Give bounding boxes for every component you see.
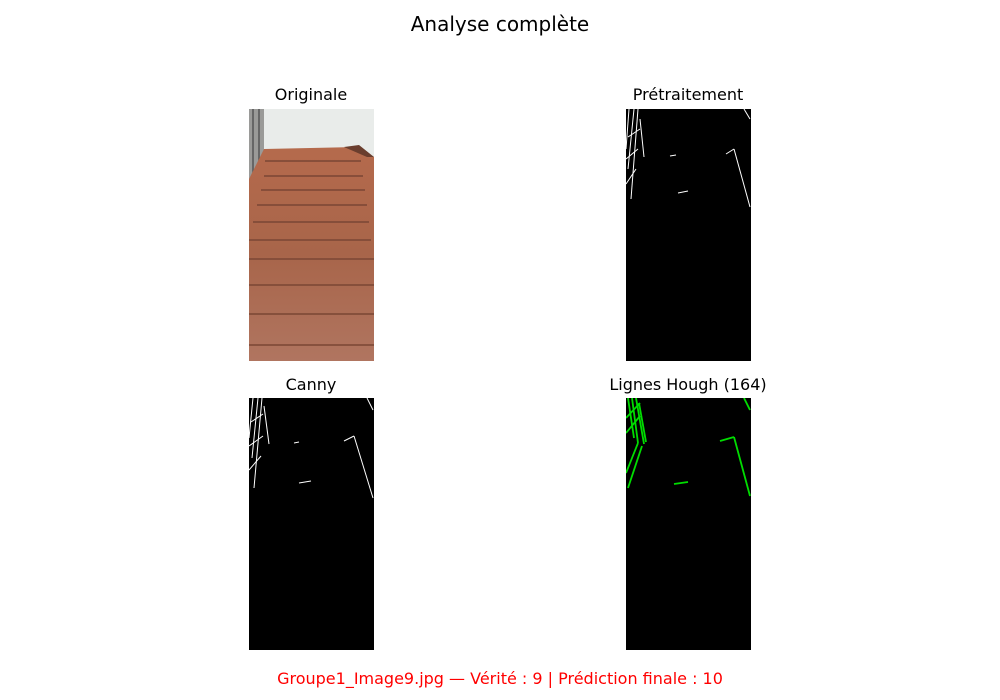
preprocessing-image xyxy=(626,109,751,361)
panel-title-hough: Lignes Hough (164) xyxy=(609,375,767,394)
original-image xyxy=(249,109,374,361)
result-caption: Groupe1_Image9.jpg — Vérité : 9 | Prédic… xyxy=(277,669,723,688)
figure-title: Analyse complète xyxy=(410,12,590,36)
panel-title-original: Originale xyxy=(274,85,348,104)
canny-image xyxy=(249,398,374,650)
panel-title-preprocessing: Prétraitement xyxy=(632,85,744,104)
panel-title-canny: Canny xyxy=(285,375,337,394)
hough-lines-image xyxy=(626,398,751,650)
